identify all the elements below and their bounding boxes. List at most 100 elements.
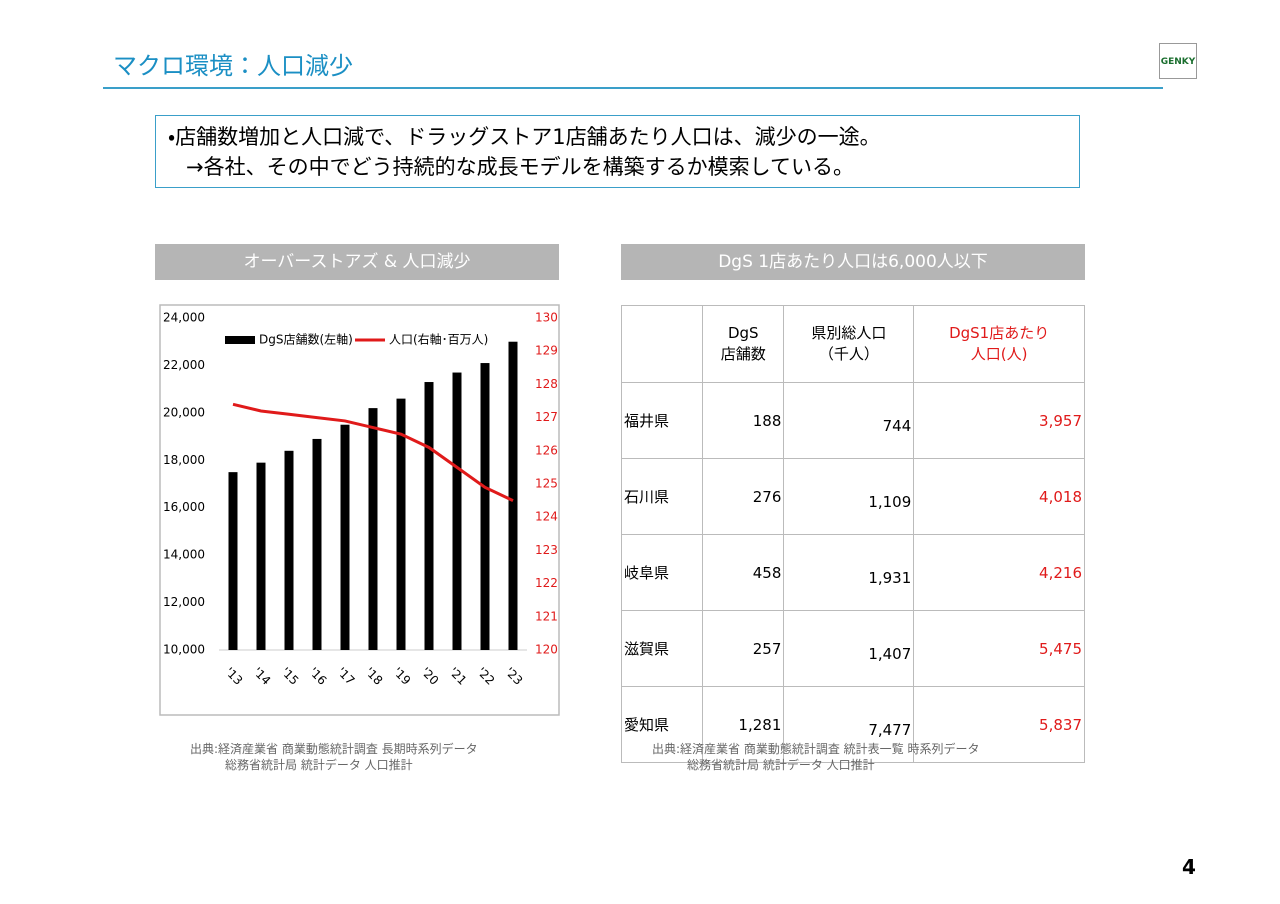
y-tick-label: 10,000 <box>163 643 205 657</box>
title-rule <box>103 87 1163 89</box>
source: 出典:経済産業省 商業動態統計調査 長期時系列データ総務省統計局 統計データ 人… <box>190 741 478 773</box>
bullet-box: ・店舗数増加と人口減で、ドラッグストア1店舗あたり人口は、減少の一途。 →各社、… <box>155 115 1080 188</box>
source: 出典:経済産業省 商業動態統計調査 統計表一覧 時系列データ総務省統計局 統計デ… <box>652 741 980 773</box>
x-tick-label: '22 <box>474 665 497 688</box>
logo: GENKY <box>1159 43 1197 79</box>
legend-label: DgS店舗数(左軸) <box>259 332 353 347</box>
header-line: 店舗数 <box>720 345 766 363</box>
y-tick-label: 24,000 <box>163 311 205 325</box>
value-cell: 7,477 <box>783 686 915 763</box>
row-label: 愛知県 <box>620 686 704 763</box>
value-cell: 1,407 <box>783 610 915 687</box>
y2-tick-label: 124 <box>535 510 558 524</box>
legend-swatch <box>225 336 255 344</box>
y-tick-label: 14,000 <box>163 548 205 562</box>
y-tick-label: 20,000 <box>163 405 205 419</box>
value-cell: 4,216 <box>913 534 1085 611</box>
y2-tick-label: 120 <box>535 643 558 657</box>
x-tick-label: '19 <box>390 665 413 688</box>
x-tick-label: '21 <box>446 665 469 688</box>
header-line: DgS1店あたり <box>949 324 1050 342</box>
x-tick-label: '14 <box>250 665 273 688</box>
bar <box>284 450 294 650</box>
header-line: 県別総人口 <box>811 324 887 342</box>
value-cell: 458 <box>702 534 785 611</box>
row-label: 石川県 <box>620 458 704 535</box>
value-cell: 1,109 <box>783 458 915 535</box>
y2-tick-label: 130 <box>535 311 558 325</box>
row-label: 滋賀県 <box>620 610 704 687</box>
value-cell: 257 <box>702 610 785 687</box>
header-row: DgS 店舗数 県別総人口 （千人） DgS1店あたり 人口(人) <box>620 305 1085 383</box>
value-cell: 1,931 <box>783 534 915 611</box>
header-line: DgS <box>727 324 759 342</box>
table-row: 滋賀県 257 1,407 5,475 <box>620 610 1085 687</box>
value-cell: 5,475 <box>913 610 1085 687</box>
table-row: 石川県 276 1,109 4,018 <box>620 458 1085 535</box>
y2-tick-label: 127 <box>535 410 558 424</box>
x-tick-label: '20 <box>418 665 441 688</box>
bar <box>368 408 378 650</box>
bar <box>340 424 350 650</box>
y2-tick-label: 126 <box>535 443 558 457</box>
value-cell: 3,957 <box>913 382 1085 459</box>
table-title: DgS 1店あたり人口は6,000人以下 <box>621 244 1085 280</box>
y2-tick-label: 121 <box>535 609 558 623</box>
source-line: 総務省統計局 統計データ 人口推計 <box>687 758 875 772</box>
bar <box>312 438 322 650</box>
y2-tick-label: 123 <box>535 543 558 557</box>
value-cell: 188 <box>702 382 785 459</box>
page-number: 4 <box>1182 855 1196 879</box>
source-line: 総務省統計局 統計データ 人口推計 <box>225 758 413 772</box>
x-tick-label: '17 <box>334 665 357 688</box>
bar <box>480 363 490 650</box>
row-label: 岐阜県 <box>620 534 704 611</box>
x-tick-label: '23 <box>502 665 525 688</box>
data-table: DgS 店舗数 県別総人口 （千人） DgS1店あたり 人口(人) 福井県 188 744 3,9… <box>620 305 1085 763</box>
row-label: 福井県 <box>620 382 704 459</box>
header-line: 人口(人) <box>970 345 1028 363</box>
header-cell: 県別総人口 （千人） <box>783 305 915 383</box>
y2-tick-label: 129 <box>535 344 558 358</box>
bar <box>228 472 238 650</box>
chart-title: オーバーストアズ & 人口減少 <box>155 244 559 280</box>
bullet-line: ・店舗数増加と人口減で、ドラッグストア1店舗あたり人口は、減少の一途。 <box>168 125 881 149</box>
y-tick-label: 16,000 <box>163 500 205 514</box>
bar <box>256 462 266 650</box>
bar <box>508 341 518 650</box>
slide-title: マクロ環境：人口減少 <box>113 52 353 80</box>
value-cell: 4,018 <box>913 458 1085 535</box>
chart: 10,000 12,000 14,000 16,000 18,000 20,000 22,0… <box>159 304 560 716</box>
chart-frame <box>159 304 560 716</box>
value-cell: 1,281 <box>702 686 785 763</box>
x-tick-label: '16 <box>306 665 329 688</box>
value-cell: 744 <box>783 382 915 459</box>
table-row: 愛知県 1,281 7,477 5,837 <box>620 686 1085 763</box>
header-cell: DgS 店舗数 <box>702 305 785 383</box>
y-tick-label: 18,000 <box>163 453 205 467</box>
bar <box>452 372 462 650</box>
source-line: 出典:経済産業省 商業動態統計調査 統計表一覧 時系列データ <box>652 742 980 756</box>
y-tick-label: 12,000 <box>163 595 205 609</box>
corner-cell <box>620 305 704 383</box>
bullet-line: →各社、その中でどう持続的な成長モデルを構築するか模索している。 <box>186 155 854 179</box>
line <box>232 402 514 502</box>
x-tick-label: '18 <box>362 665 385 688</box>
y2-tick-label: 128 <box>535 377 558 391</box>
value-cell: 5,837 <box>913 686 1085 763</box>
legend-label: 人口(右軸･百万人) <box>389 332 488 347</box>
bar <box>396 398 406 650</box>
header-line: （千人） <box>818 345 879 363</box>
y2-tick-label: 122 <box>535 576 558 590</box>
table-row: 岐阜県 458 1,931 4,216 <box>620 534 1085 611</box>
table-row: 福井県 188 744 3,957 <box>620 382 1085 459</box>
y2-tick-label: 125 <box>535 477 558 491</box>
x-tick-label: '13 <box>222 665 245 688</box>
y-tick-label: 22,000 <box>163 358 205 372</box>
value-cell: 276 <box>702 458 785 535</box>
bar <box>424 382 434 650</box>
x-tick-label: '15 <box>278 665 301 688</box>
source-line: 出典:経済産業省 商業動態統計調査 長期時系列データ <box>190 742 478 756</box>
